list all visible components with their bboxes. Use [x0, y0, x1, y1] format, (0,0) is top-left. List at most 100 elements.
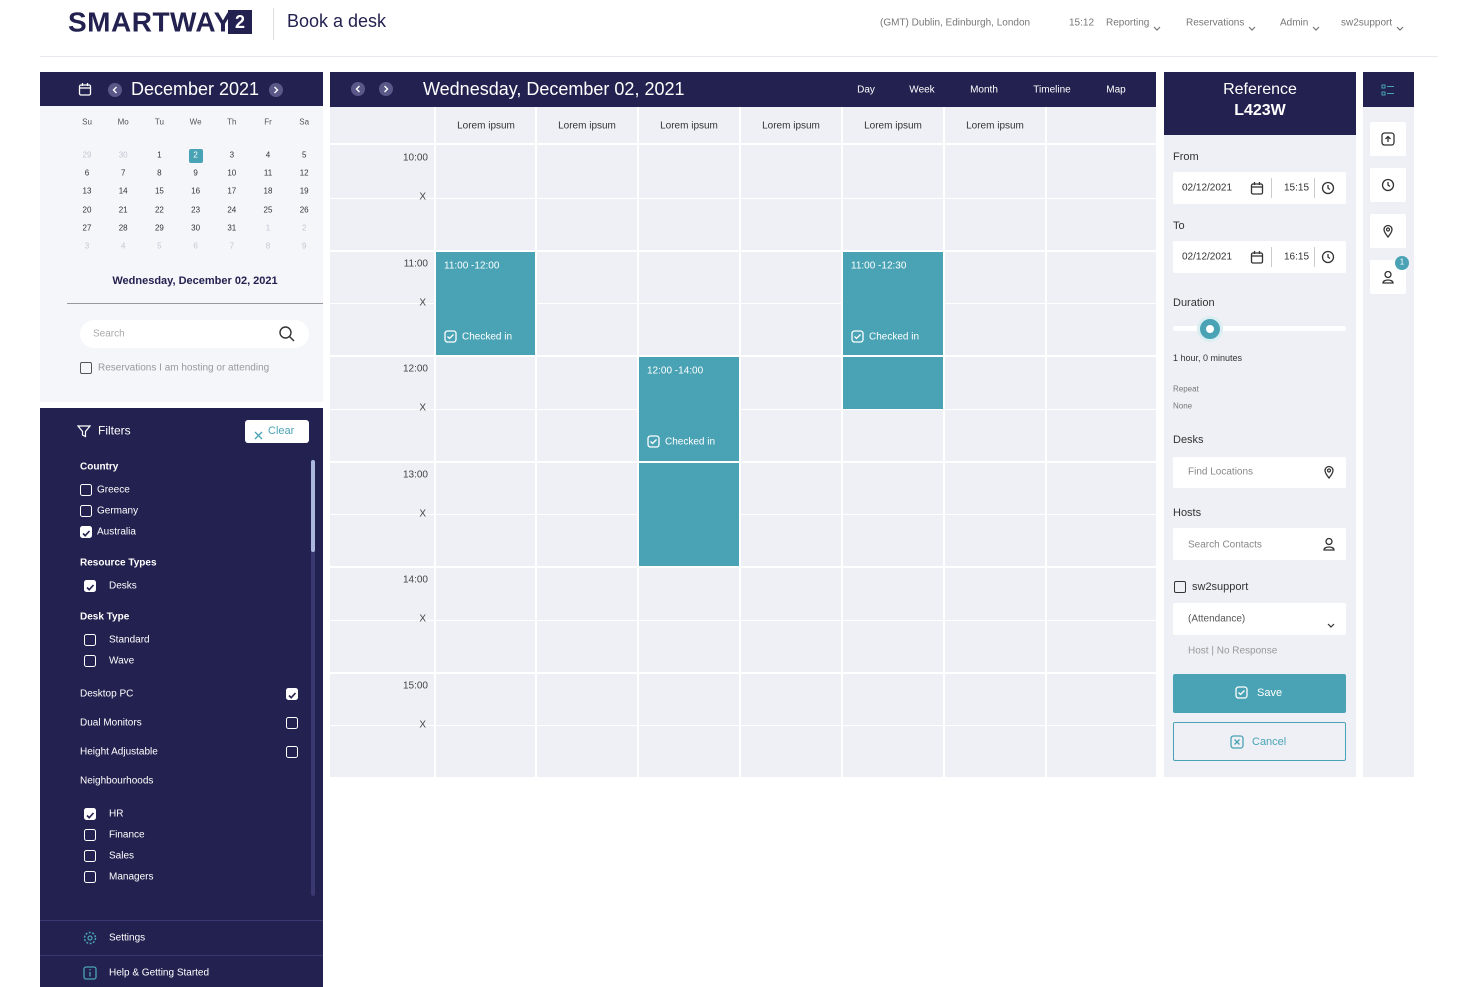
calendar-day[interactable]: 21 — [118, 205, 128, 215]
calendar-day[interactable]: 22 — [154, 205, 164, 215]
save-button[interactable] — [1173, 674, 1346, 713]
calendar-day[interactable]: 30 — [191, 223, 201, 233]
checkbox[interactable] — [286, 746, 298, 758]
calendar-day[interactable]: 27 — [82, 223, 92, 233]
icon — [647, 435, 660, 448]
calendar-day[interactable]: 17 — [227, 186, 237, 196]
icon — [86, 584, 95, 591]
column-line — [434, 107, 436, 777]
calendar-day[interactable]: 2 — [301, 223, 307, 233]
view-tab[interactable]: Day — [857, 84, 875, 96]
calendar-day[interactable]: 19 — [299, 186, 309, 196]
calendar-day[interactable]: 10 — [227, 168, 237, 178]
calendar-day[interactable]: 4 — [120, 241, 126, 251]
help-link[interactable]: Help & Getting Started — [109, 967, 210, 979]
checkbox[interactable] — [84, 829, 96, 841]
calendar-day[interactable]: 12 — [299, 168, 309, 178]
checkbox[interactable] — [84, 808, 96, 820]
cancel-button[interactable] — [1173, 722, 1346, 761]
checkbox[interactable] — [80, 505, 92, 517]
calendar-day[interactable]: 5 — [157, 241, 162, 251]
checkbox[interactable] — [80, 526, 92, 538]
calendar-day[interactable]: 8 — [157, 168, 162, 178]
slider-track[interactable] — [1173, 326, 1346, 331]
checkbox[interactable] — [84, 850, 96, 862]
filter-option: Standard — [109, 634, 150, 646]
checkbox[interactable] — [84, 580, 96, 592]
input[interactable] — [1173, 457, 1346, 488]
next-month[interactable] — [268, 82, 284, 98]
input[interactable] — [1173, 603, 1346, 635]
calendar-day[interactable]: 4 — [265, 150, 271, 160]
checkbox[interactable] — [84, 655, 96, 667]
next-day[interactable] — [378, 81, 394, 97]
calendar-day[interactable]: 3 — [229, 150, 235, 160]
calendar-day[interactable]: 25 — [263, 205, 273, 215]
icon-shape — [1250, 183, 1264, 195]
calendar-day[interactable]: 16 — [191, 186, 201, 196]
checkbox[interactable] — [286, 688, 298, 700]
calendar-day[interactable]: 15 — [154, 186, 164, 196]
calendar-day[interactable]: 2 — [193, 150, 198, 160]
calendar-day[interactable]: 14 — [118, 186, 128, 196]
menu-item[interactable]: Reporting — [1106, 17, 1150, 29]
filter-group-title: Desk Type — [80, 611, 130, 623]
checkbox[interactable] — [84, 871, 96, 883]
logo-badge: 2 — [234, 12, 246, 33]
calendar-day[interactable]: 9 — [193, 168, 198, 178]
calendar-day[interactable]: 7 — [120, 168, 126, 178]
calendar-day[interactable]: 1 — [265, 223, 271, 233]
input[interactable] — [1173, 241, 1346, 273]
calendar-day[interactable]: 1 — [157, 150, 162, 160]
hosting-checkbox[interactable] — [80, 362, 92, 374]
calendar-day[interactable]: 6 — [193, 241, 198, 251]
calendar-day[interactable]: 7 — [229, 241, 235, 251]
view-tab[interactable]: Month — [970, 84, 998, 96]
menu-item[interactable]: Reservations — [1186, 17, 1245, 29]
calendar-day[interactable]: 20 — [82, 205, 92, 215]
calendar-day[interactable]: 5 — [301, 150, 307, 160]
input[interactable] — [1173, 172, 1346, 204]
icon — [76, 425, 92, 438]
settings-link[interactable]: Settings — [109, 932, 146, 944]
checkbox[interactable] — [84, 634, 96, 646]
calendar-day[interactable]: 28 — [118, 223, 128, 233]
cancel-label: Cancel — [1252, 735, 1287, 748]
view-tab[interactable]: Map — [1106, 84, 1126, 96]
page-title: Book a desk — [287, 11, 387, 32]
input[interactable] — [1173, 528, 1346, 560]
icon-shape — [355, 85, 360, 93]
booking-status: Checked in — [869, 331, 920, 342]
icon — [1235, 686, 1248, 699]
prev-month[interactable] — [107, 82, 123, 98]
calendar-day[interactable]: 26 — [299, 205, 309, 215]
calendar-day[interactable]: 8 — [265, 241, 271, 251]
icon-shape — [1327, 185, 1331, 191]
calendar-day[interactable]: 18 — [263, 186, 273, 196]
menu-item[interactable]: Admin — [1280, 17, 1309, 29]
repeat-value: None — [1173, 401, 1193, 411]
calendar-day[interactable]: 23 — [191, 205, 201, 215]
prev-day[interactable] — [350, 81, 366, 97]
calendar-day[interactable]: 29 — [154, 223, 164, 233]
calendar-day[interactable]: 9 — [301, 241, 307, 251]
view-tab[interactable]: Timeline — [1033, 84, 1071, 96]
menu-item[interactable]: sw2support — [1341, 17, 1393, 29]
calendar-day[interactable]: 24 — [227, 205, 237, 215]
calendar-day[interactable]: 6 — [84, 168, 90, 178]
icon-shape — [854, 333, 861, 339]
search-box[interactable] — [80, 320, 309, 348]
calendar-day[interactable]: 13 — [82, 186, 92, 196]
view-tab[interactable]: Week — [909, 84, 935, 96]
checkbox[interactable] — [80, 484, 92, 496]
calendar-day[interactable]: 31 — [227, 223, 237, 233]
calendar-day[interactable]: 3 — [84, 241, 90, 251]
calendar-day[interactable]: 11 — [263, 168, 273, 178]
host-checkbox[interactable] — [1174, 581, 1186, 593]
booking[interactable] — [436, 250, 536, 356]
calendar-day[interactable]: 30 — [118, 150, 128, 160]
calendar-day[interactable]: 29 — [82, 150, 92, 160]
booking[interactable] — [843, 250, 943, 409]
person-icon — [1322, 537, 1336, 551]
checkbox[interactable] — [286, 717, 298, 729]
